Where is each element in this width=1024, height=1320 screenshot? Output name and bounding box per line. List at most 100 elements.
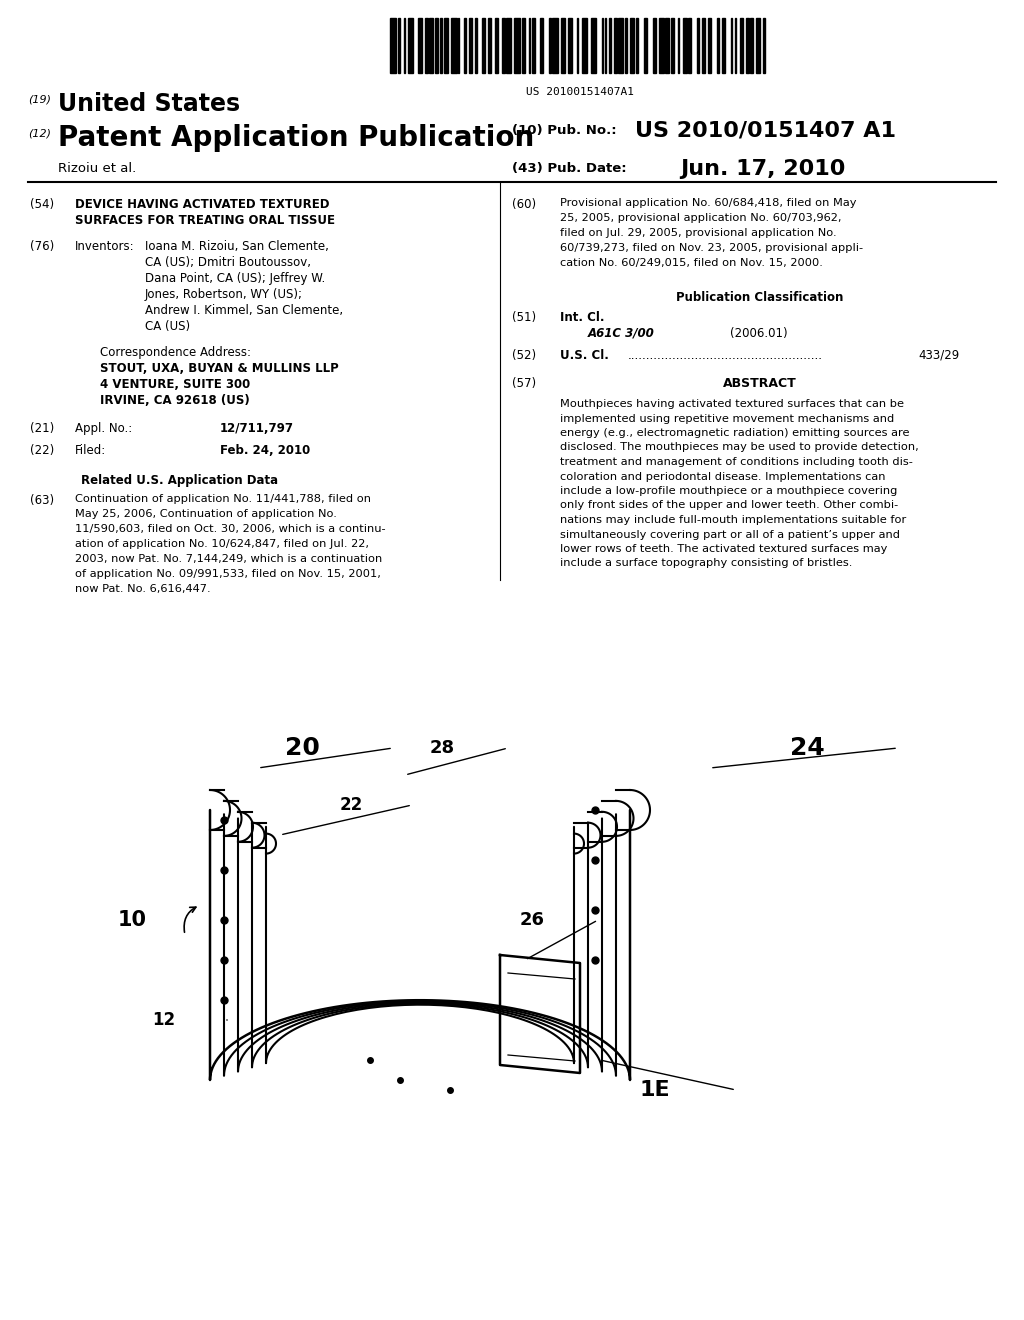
Text: Jones, Robertson, WY (US);: Jones, Robertson, WY (US);: [145, 288, 303, 301]
Bar: [582, 18, 588, 73]
Bar: [735, 18, 736, 73]
Text: simultaneously covering part or all of a patient’s upper and: simultaneously covering part or all of a…: [560, 529, 900, 540]
Bar: [652, 18, 656, 73]
Text: (21): (21): [30, 422, 54, 436]
Text: Ioana M. Rizoiu, San Clemente,: Ioana M. Rizoiu, San Clemente,: [145, 240, 329, 253]
Bar: [617, 18, 624, 73]
Text: Jun. 17, 2010: Jun. 17, 2010: [680, 158, 846, 180]
Text: United States: United States: [58, 92, 240, 116]
Text: (22): (22): [30, 444, 54, 457]
Bar: [532, 18, 536, 73]
Bar: [568, 18, 571, 73]
Bar: [429, 18, 433, 73]
Bar: [605, 18, 606, 73]
Text: include a low-profile mouthpiece or a mouthpiece covering: include a low-profile mouthpiece or a mo…: [560, 486, 897, 496]
Text: Inventors:: Inventors:: [75, 240, 134, 253]
Bar: [671, 18, 674, 73]
Bar: [659, 18, 664, 73]
Bar: [390, 18, 395, 73]
Text: (76): (76): [30, 240, 54, 253]
Bar: [602, 18, 603, 73]
Bar: [683, 18, 686, 73]
Bar: [552, 18, 558, 73]
Bar: [739, 18, 743, 73]
Bar: [425, 18, 428, 73]
Text: 12/711,797: 12/711,797: [220, 422, 294, 436]
Text: Related U.S. Application Data: Related U.S. Application Data: [82, 474, 279, 487]
Text: filed on Jul. 29, 2005, provisional application No.: filed on Jul. 29, 2005, provisional appl…: [560, 228, 837, 238]
Bar: [482, 18, 484, 73]
Bar: [418, 18, 422, 73]
Text: Rizoiu et al.: Rizoiu et al.: [58, 162, 136, 176]
Bar: [702, 18, 705, 73]
Bar: [522, 18, 525, 73]
Text: Filed:: Filed:: [75, 444, 106, 457]
Text: nations may include full-mouth implementations suitable for: nations may include full-mouth implement…: [560, 515, 906, 525]
Bar: [763, 18, 766, 73]
Text: Correspondence Address:: Correspondence Address:: [100, 346, 251, 359]
Bar: [540, 18, 544, 73]
Text: only front sides of the upper and lower teeth. Other combi-: only front sides of the upper and lower …: [560, 500, 898, 511]
Text: 1E: 1E: [640, 1080, 671, 1100]
Text: (19): (19): [28, 95, 51, 106]
Bar: [608, 18, 611, 73]
Bar: [696, 18, 699, 73]
Bar: [717, 18, 719, 73]
Text: (43) Pub. Date:: (43) Pub. Date:: [512, 162, 627, 176]
Bar: [708, 18, 712, 73]
Text: 60/739,273, filed on Nov. 23, 2005, provisional appli-: 60/739,273, filed on Nov. 23, 2005, prov…: [560, 243, 863, 253]
Bar: [591, 18, 596, 73]
Text: 2003, now Pat. No. 7,144,249, which is a continuation: 2003, now Pat. No. 7,144,249, which is a…: [75, 554, 382, 564]
Bar: [439, 18, 442, 73]
Bar: [488, 18, 492, 73]
Bar: [502, 18, 505, 73]
Bar: [614, 18, 616, 73]
Bar: [666, 18, 669, 73]
Text: Patent Application Publication: Patent Application Publication: [58, 124, 535, 152]
Bar: [444, 18, 447, 73]
Text: IRVINE, CA 92618 (US): IRVINE, CA 92618 (US): [100, 393, 250, 407]
Bar: [688, 18, 691, 73]
Text: Publication Classification: Publication Classification: [676, 290, 844, 304]
Bar: [514, 18, 519, 73]
Text: ation of application No. 10/624,847, filed on Jul. 22,: ation of application No. 10/624,847, fil…: [75, 539, 369, 549]
Text: coloration and periodontal disease. Implementations can: coloration and periodontal disease. Impl…: [560, 471, 886, 482]
Text: May 25, 2006, Continuation of application No.: May 25, 2006, Continuation of applicatio…: [75, 510, 337, 519]
Text: (52): (52): [512, 348, 537, 362]
Text: 22: 22: [340, 796, 364, 814]
Bar: [561, 18, 565, 73]
Bar: [465, 18, 466, 73]
Text: of application No. 09/991,533, filed on Nov. 15, 2001,: of application No. 09/991,533, filed on …: [75, 569, 381, 579]
Text: lower rows of teeth. The activated textured surfaces may: lower rows of teeth. The activated textu…: [560, 544, 888, 554]
Bar: [636, 18, 638, 73]
Text: 4 VENTURE, SUITE 300: 4 VENTURE, SUITE 300: [100, 378, 250, 391]
Bar: [578, 18, 579, 73]
Text: CA (US); Dmitri Boutoussov,: CA (US); Dmitri Boutoussov,: [145, 256, 311, 269]
Bar: [528, 18, 529, 73]
Text: DEVICE HAVING ACTIVATED TEXTURED: DEVICE HAVING ACTIVATED TEXTURED: [75, 198, 330, 211]
Text: US 20100151407A1: US 20100151407A1: [526, 87, 634, 96]
Text: (51): (51): [512, 312, 537, 323]
Text: (2006.01): (2006.01): [730, 327, 787, 341]
Text: SURFACES FOR TREATING ORAL TISSUE: SURFACES FOR TREATING ORAL TISSUE: [75, 214, 335, 227]
Bar: [469, 18, 472, 73]
Text: 28: 28: [430, 739, 455, 756]
Text: (12): (12): [28, 128, 51, 139]
Text: (10) Pub. No.:: (10) Pub. No.:: [512, 124, 616, 137]
Bar: [730, 18, 732, 73]
Text: CA (US): CA (US): [145, 319, 190, 333]
Bar: [435, 18, 438, 73]
Bar: [495, 18, 499, 73]
Text: Feb. 24, 2010: Feb. 24, 2010: [220, 444, 310, 457]
Bar: [398, 18, 400, 73]
Bar: [506, 18, 511, 73]
Bar: [625, 18, 627, 73]
Text: 26: 26: [520, 911, 545, 929]
Text: US 2010/0151407 A1: US 2010/0151407 A1: [635, 121, 896, 141]
Bar: [750, 18, 753, 73]
Bar: [403, 18, 404, 73]
Text: include a surface topography consisting of bristles.: include a surface topography consisting …: [560, 558, 852, 569]
Text: Appl. No.:: Appl. No.:: [75, 422, 132, 436]
Text: energy (e.g., electromagnetic radiation) emitting sources are: energy (e.g., electromagnetic radiation)…: [560, 428, 909, 438]
Text: Continuation of application No. 11/441,788, filed on: Continuation of application No. 11/441,7…: [75, 494, 371, 504]
